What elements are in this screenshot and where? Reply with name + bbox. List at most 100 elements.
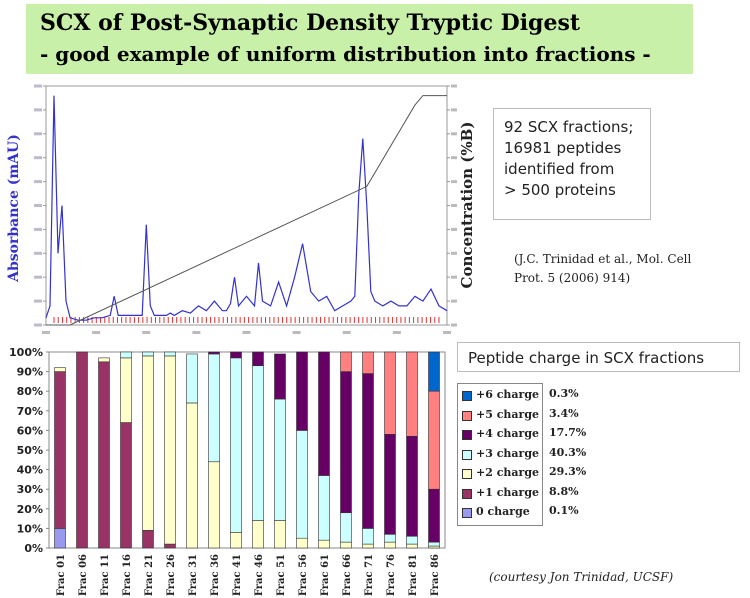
x-tick-label: Frac 51 xyxy=(276,554,287,596)
legend-percent: 40.3% xyxy=(549,445,587,459)
bar-segment xyxy=(406,543,418,549)
bar-segment xyxy=(252,365,264,521)
x-tick-label: Frac 06 xyxy=(78,554,89,596)
bar-segment xyxy=(142,351,154,357)
x-tick-label: Frac 16 xyxy=(122,554,133,596)
citation-line-2: Prot. 5 (2006) 914) xyxy=(514,271,631,285)
legend-label: +6 charge xyxy=(476,388,540,401)
x-tick-label: Frac 26 xyxy=(166,554,177,596)
x-axis-tick-label xyxy=(292,331,301,334)
charge-legend: +6 charge +5 charge +4 charge +3 charge +2 c… xyxy=(457,383,543,526)
bar-segment xyxy=(164,355,176,545)
citation-line-1: (J.C. Trinidad et al., Mol. Cell xyxy=(514,252,692,266)
right-axis-tick-label xyxy=(451,108,457,112)
legend-percent: 0.1% xyxy=(549,504,579,517)
bar-segment xyxy=(230,351,242,359)
bar-segment xyxy=(318,475,330,541)
right-axis-tick-label xyxy=(451,132,457,136)
bar-segment xyxy=(384,351,396,435)
right-axis-tick-label xyxy=(451,275,457,279)
legend-label: +4 charge xyxy=(476,427,540,440)
legend-percent: 0.3% xyxy=(549,387,579,400)
bar-segment xyxy=(296,351,308,431)
bar-segment xyxy=(406,535,418,545)
legend-swatch xyxy=(462,410,472,421)
absorbance-axis-label: Absorbance (mAU) xyxy=(6,134,22,283)
title-banner: SCX of Post-Synaptic Density Tryptic Dig… xyxy=(26,4,693,74)
legend-title: Peptide charge in SCX fractions xyxy=(457,342,740,372)
right-axis-tick-label xyxy=(451,204,457,207)
bar-segment xyxy=(208,351,220,355)
y-tick-label: 100% xyxy=(9,346,43,359)
bar-segment xyxy=(208,461,220,549)
bar-segment xyxy=(406,435,418,537)
x-tick-label: Frac 56 xyxy=(298,554,309,596)
y-tick-label: 80% xyxy=(17,385,43,398)
left-axis-tick-label xyxy=(34,180,42,184)
x-axis-tick-label xyxy=(42,331,50,334)
x-tick-label: Frac 41 xyxy=(232,554,243,596)
left-axis-tick-label xyxy=(34,108,42,112)
y-tick-label: 0% xyxy=(24,542,43,555)
bar-segment xyxy=(274,398,286,521)
bar-segment xyxy=(230,532,242,549)
title-line-1: SCX of Post-Synaptic Density Tryptic Dig… xyxy=(40,10,580,36)
x-axis-tick-label xyxy=(443,331,451,334)
legend-swatch xyxy=(462,488,472,499)
right-axis-tick-label xyxy=(451,251,457,255)
right-axis-tick-label xyxy=(451,299,457,303)
bar-segment xyxy=(208,353,220,463)
y-tick-label: 60% xyxy=(17,424,43,437)
legend-swatch xyxy=(462,391,472,401)
bar-segment xyxy=(120,357,132,423)
legend-label: +3 charge xyxy=(476,446,540,460)
bar-segment xyxy=(98,357,110,363)
x-tick-label: Frac 21 xyxy=(144,554,155,596)
legend-swatch xyxy=(462,508,472,518)
bar-segment xyxy=(296,430,308,539)
left-axis-tick-label xyxy=(34,299,42,303)
gradient-line xyxy=(46,95,447,326)
bar-segment xyxy=(274,520,286,549)
bar-segment xyxy=(186,402,198,549)
y-tick-label: 30% xyxy=(17,483,43,496)
right-axis-tick-label xyxy=(451,156,457,160)
bar-segment xyxy=(98,361,110,549)
bar-segment xyxy=(54,528,66,549)
bar-segment xyxy=(428,541,440,547)
bar-plot-area xyxy=(48,351,446,549)
title-line-2: - good example of uniform distribution i… xyxy=(40,42,651,66)
bar-segment xyxy=(340,351,352,372)
left-axis-tick-label xyxy=(34,251,42,255)
courtesy-note: (courtesy Jon Trinidad, UCSF) xyxy=(489,570,674,584)
bar-segment xyxy=(318,351,330,476)
bar-segment xyxy=(428,488,440,543)
x-axis-tick-label xyxy=(392,331,401,334)
bar-segment xyxy=(76,351,88,549)
x-tick-label: Frac 11 xyxy=(100,554,111,596)
bar-segment xyxy=(252,351,264,367)
bar-segment xyxy=(362,351,374,374)
x-axis-tick-label xyxy=(92,331,101,334)
bar-segment xyxy=(428,351,440,392)
bar-segment xyxy=(296,537,308,549)
bar-segment xyxy=(120,351,132,359)
bar-segment xyxy=(164,543,176,549)
bar-segment xyxy=(142,530,154,549)
legend-percent: 17.7% xyxy=(549,426,587,439)
bar-segment xyxy=(340,512,352,543)
info-line: 92 SCX fractions; xyxy=(504,118,634,136)
x-axis-tick-label xyxy=(192,331,201,334)
y-tick-label: 50% xyxy=(17,444,43,457)
x-tick-label: Frac 31 xyxy=(188,554,199,596)
bar-segment xyxy=(318,539,330,549)
bar-segment xyxy=(384,533,396,543)
bar-segment xyxy=(120,422,132,549)
legend-swatch xyxy=(462,469,472,479)
legend-label: +5 charge xyxy=(476,407,540,421)
x-tick-label: Frac 81 xyxy=(408,554,419,596)
bar-segment xyxy=(362,373,374,529)
y-tick-label: 10% xyxy=(17,522,43,535)
info-line: > 500 proteins xyxy=(504,181,616,199)
legend-label: +1 charge xyxy=(476,485,540,499)
